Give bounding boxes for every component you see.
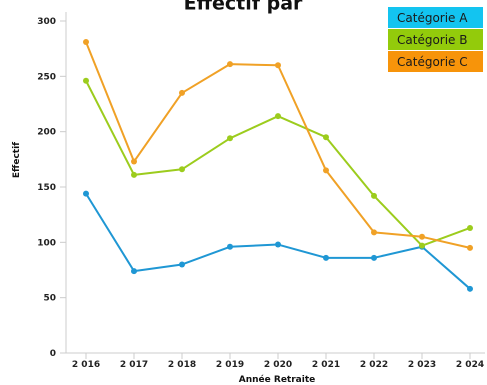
data-point-categorie-b[interactable] — [371, 192, 377, 199]
data-point-categorie-b[interactable] — [83, 77, 89, 84]
y-axis-ticks: 0 50 100 150 200 250 300 — [37, 17, 66, 359]
x-axis-title: Année Retraite — [239, 374, 315, 385]
data-point-categorie-c[interactable] — [467, 244, 473, 251]
data-point-categorie-a[interactable] — [83, 190, 89, 197]
x-tick-label: 2 024 — [456, 360, 484, 370]
data-point-categorie-a[interactable] — [323, 254, 329, 261]
data-point-categorie-c[interactable] — [371, 229, 377, 236]
y-axis-title: Effectif — [12, 142, 22, 178]
y-tick-label: 300 — [37, 17, 56, 27]
data-point-categorie-a[interactable] — [179, 261, 185, 268]
data-point-categorie-b[interactable] — [179, 166, 185, 173]
data-point-categorie-b[interactable] — [323, 134, 329, 141]
data-point-categorie-b[interactable] — [275, 113, 281, 120]
data-point-categorie-c[interactable] — [83, 39, 89, 46]
legend-label: Catégorie A — [397, 10, 468, 25]
x-tick-label: 2 020 — [264, 360, 292, 370]
x-tick-label: 2 017 — [120, 360, 148, 370]
y-tick-label: 100 — [37, 238, 56, 248]
series-line-categorie-c — [85, 41, 471, 249]
legend-item-categorie-c[interactable]: Catégorie C — [388, 51, 483, 72]
data-point-categorie-a[interactable] — [275, 241, 281, 248]
x-axis-ticks: 2 016 2 017 2 018 2 019 2 020 2 021 2 022 2 023… — [72, 353, 484, 370]
series-line-categorie-a — [85, 193, 471, 290]
data-point-categorie-c[interactable] — [275, 62, 281, 69]
data-point-categorie-c[interactable] — [323, 167, 329, 174]
y-tick-label: 200 — [37, 128, 56, 138]
series-line-categorie-b — [85, 80, 471, 247]
legend-item-categorie-b[interactable]: Catégorie B — [388, 29, 483, 50]
x-tick-label: 2 016 — [72, 360, 100, 370]
x-tick-label: 2 023 — [408, 360, 436, 370]
data-point-categorie-b[interactable] — [467, 224, 473, 231]
data-point-categorie-b[interactable] — [227, 135, 233, 142]
y-tick-label: 0 — [50, 349, 56, 359]
data-point-categorie-c[interactable] — [179, 89, 185, 96]
data-point-categorie-a[interactable] — [131, 268, 137, 275]
legend-label: Catégorie C — [397, 54, 468, 69]
legend: Catégorie A Catégorie B Catégorie C — [388, 7, 483, 72]
data-point-categorie-a[interactable] — [467, 285, 473, 292]
y-tick-label: 50 — [43, 294, 56, 304]
legend-label: Catégorie B — [397, 32, 468, 47]
data-point-categorie-b[interactable] — [419, 242, 425, 249]
x-tick-label: 2 022 — [360, 360, 388, 370]
series-layer — [83, 39, 473, 292]
data-point-categorie-c[interactable] — [419, 233, 425, 240]
data-point-categorie-a[interactable] — [227, 243, 233, 250]
y-tick-label: 150 — [37, 183, 56, 193]
x-tick-label: 2 018 — [168, 360, 196, 370]
data-point-categorie-c[interactable] — [131, 158, 137, 165]
legend-item-categorie-a[interactable]: Catégorie A — [388, 7, 483, 28]
y-tick-label: 250 — [37, 72, 56, 82]
data-point-categorie-b[interactable] — [131, 171, 137, 178]
data-point-categorie-c[interactable] — [227, 61, 233, 68]
x-tick-label: 2 019 — [216, 360, 244, 370]
chart-title: Effectif par — [184, 0, 303, 15]
data-point-categorie-a[interactable] — [371, 254, 377, 261]
x-tick-label: 2 021 — [312, 360, 340, 370]
